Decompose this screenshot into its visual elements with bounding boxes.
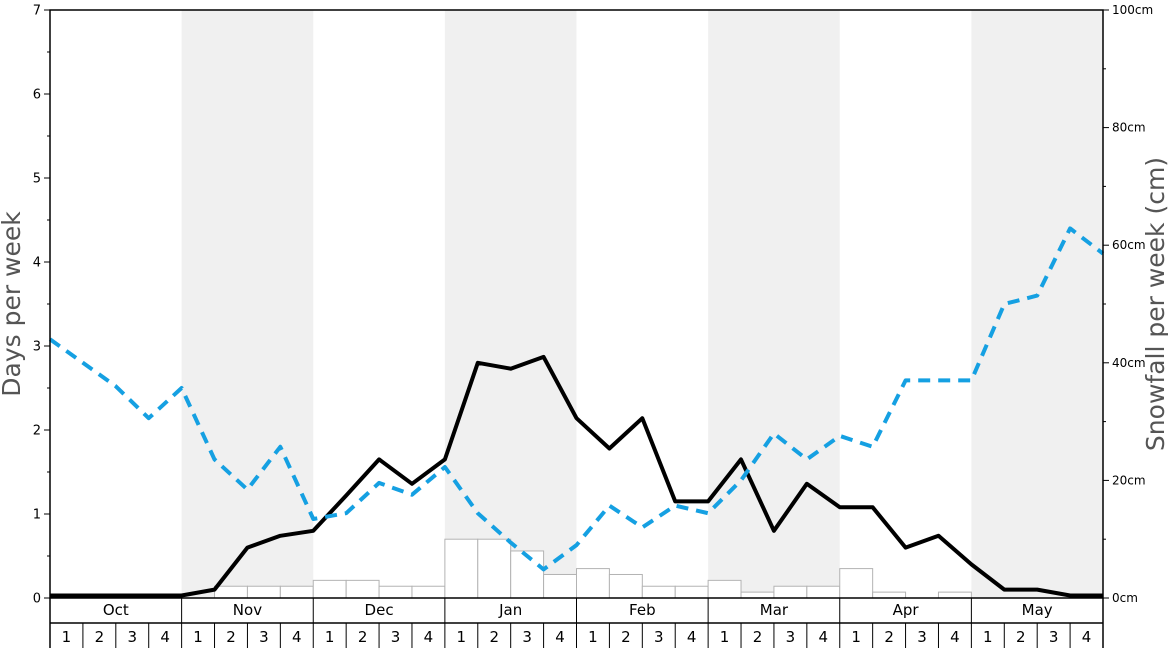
week-label: 3 [522, 628, 532, 646]
week-label: 4 [819, 628, 829, 646]
right-tick-label: 40cm [1112, 356, 1146, 370]
left-tick-label: 7 [33, 4, 41, 19]
snowfall-bar [707, 579, 742, 599]
right-axis-title: Snowfall per week (cm) [1141, 157, 1168, 451]
week-label: 3 [127, 628, 137, 646]
left-tick-label: 1 [33, 508, 41, 523]
month-label-feb: Feb [629, 601, 656, 619]
left-tick-label: 5 [33, 172, 41, 187]
snowfall-bar [345, 579, 380, 599]
snowfall-bar [937, 591, 972, 599]
right-tick-label: 20cm [1112, 473, 1146, 487]
snowfall-bar [576, 568, 610, 599]
week-label: 1 [457, 628, 467, 646]
week-label: 1 [193, 628, 203, 646]
month-row: Oct Nov Dec Jan Feb Mar Apr May [49, 598, 1104, 648]
snowfall-bar [543, 573, 577, 599]
right-tick-label: 0cm [1112, 591, 1138, 605]
snowfall-bars [214, 538, 972, 599]
shade-may [971, 10, 1103, 598]
shade-nov [181, 10, 314, 598]
month-label-dec: Dec [365, 601, 394, 619]
week-label: 3 [917, 628, 927, 646]
month-shading [181, 10, 1103, 598]
snowfall-bar [839, 568, 874, 599]
snowfall-bar [312, 579, 347, 599]
snowfall-bar [510, 550, 545, 599]
snowfall-bar [872, 591, 907, 599]
week-label: 2 [489, 628, 499, 646]
week-label: 3 [786, 628, 796, 646]
snowfall-bar [279, 585, 314, 599]
right-tick-label: 100cm [1112, 3, 1153, 17]
month-label-may: May [1022, 601, 1053, 619]
snowfall-bar [608, 573, 643, 599]
snowfall-bar [444, 538, 479, 599]
week-label: 2 [753, 628, 763, 646]
left-tick-label: 6 [33, 88, 41, 103]
snowfall-bar [773, 585, 808, 599]
week-label: 4 [687, 628, 697, 646]
series-lines [48, 226, 1105, 598]
month-label-oct: Oct [103, 601, 129, 619]
snowfall-bar [477, 538, 512, 599]
right-tick-label: 60cm [1112, 238, 1146, 252]
week-label: 4 [555, 628, 565, 646]
month-label-mar: Mar [760, 601, 789, 619]
week-label: 1 [588, 628, 598, 646]
week-label: 1 [983, 628, 993, 646]
month-label-jan: Jan [498, 601, 522, 619]
snowfall-bar [378, 585, 413, 599]
snowfall-bar [214, 585, 248, 599]
left-axis-title: Days per week [0, 211, 26, 397]
week-label: 2 [95, 628, 105, 646]
snowfall-bar [740, 591, 775, 599]
left-axis-ticks: 0 1 2 3 4 5 6 7 [33, 4, 50, 607]
week-label: 2 [884, 628, 894, 646]
week-row: 1 2 3 4 1 2 3 4 1 2 3 4 1 2 3 4 1 2 3 4 1 2 3 4 1 2 3 4 1 2 3 4 [62, 623, 1092, 648]
week-label: 3 [654, 628, 664, 646]
week-label: 4 [160, 628, 170, 646]
week-label: 4 [1082, 628, 1092, 646]
solid-black-line [50, 354, 1103, 598]
week-label: 2 [226, 628, 236, 646]
snowfall-bar [411, 585, 446, 599]
week-label: 1 [325, 628, 335, 646]
week-label: 3 [391, 628, 401, 646]
week-label: 2 [1016, 628, 1026, 646]
right-tick-label: 80cm [1112, 121, 1146, 135]
left-tick-label: 3 [33, 340, 41, 355]
left-tick-label: 4 [33, 256, 41, 271]
snowfall-bar [806, 585, 841, 599]
dashed-blue-line [48, 226, 1105, 572]
left-tick-label: 2 [33, 424, 41, 439]
shade-mar [708, 10, 840, 598]
week-label: 4 [292, 628, 302, 646]
snowfall-bar [641, 585, 676, 599]
week-label: 2 [621, 628, 631, 646]
shade-jan [444, 10, 577, 598]
month-label-apr: Apr [893, 601, 920, 619]
month-label-nov: Nov [233, 601, 262, 619]
week-label: 1 [851, 628, 861, 646]
week-label: 1 [62, 628, 72, 646]
week-label: 3 [259, 628, 269, 646]
snowfall-bar [246, 585, 281, 599]
left-tick-label: 0 [33, 592, 41, 607]
week-label: 4 [950, 628, 960, 646]
right-axis-ticks: 0cm 20cm 40cm 60cm 80cm 100cm [1103, 3, 1153, 605]
snowfall-bar [674, 585, 709, 599]
week-label: 4 [424, 628, 434, 646]
week-label: 2 [358, 628, 368, 646]
week-label: 1 [720, 628, 730, 646]
week-label: 3 [1049, 628, 1059, 646]
